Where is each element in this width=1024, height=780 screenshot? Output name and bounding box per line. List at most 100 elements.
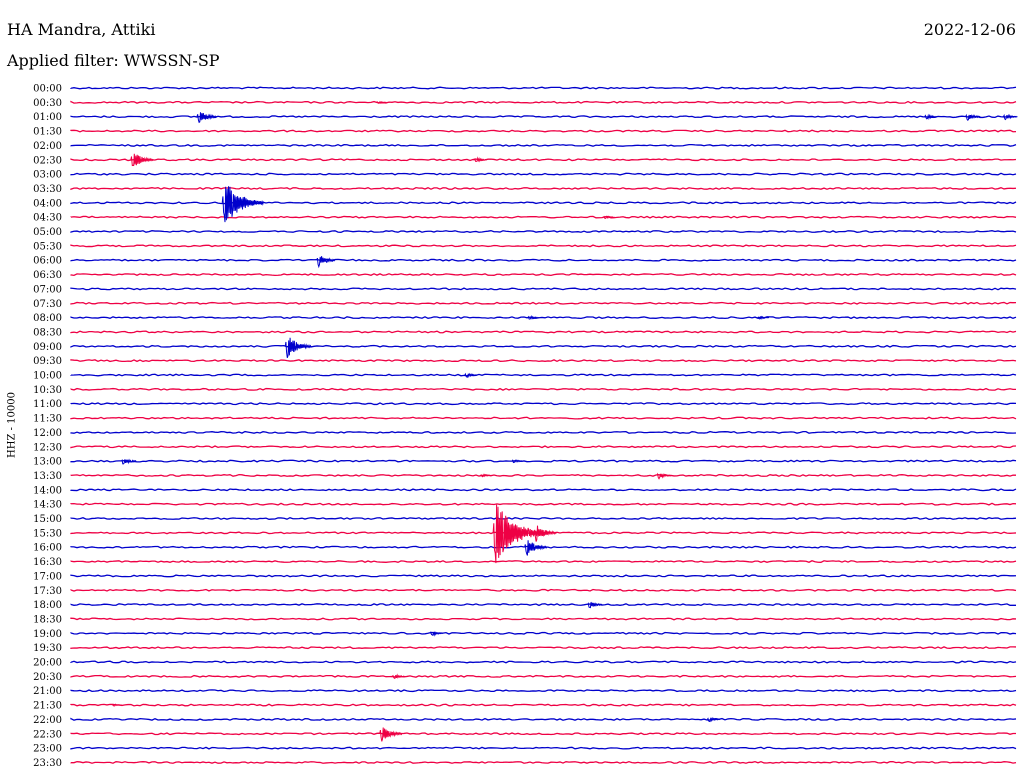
event-burst (656, 472, 672, 480)
trace-line (70, 86, 1017, 90)
event-burst (473, 156, 487, 163)
row-time-label: 17:30 (33, 586, 62, 597)
row-time-label: 13:00 (33, 457, 62, 468)
event-burst (706, 716, 721, 723)
row-time-label: 20:00 (33, 658, 62, 669)
row-time-label: 11:30 (33, 414, 62, 425)
event-burst (464, 372, 478, 379)
row-time-label: 03:30 (33, 184, 62, 195)
trace-line (70, 316, 1017, 320)
row-time-label: 06:00 (33, 256, 62, 267)
event-burst (376, 100, 387, 104)
trace-line (70, 115, 1017, 119)
station-title: HA Mandra, Attiki (7, 20, 156, 39)
row-time-label: 23:00 (33, 744, 62, 755)
trace-line (70, 416, 1017, 420)
event-burst (524, 540, 548, 556)
row-time-label: 00:00 (33, 84, 62, 95)
row-time-label: 10:00 (33, 371, 62, 382)
trace-line (70, 359, 1017, 363)
row-time-label: 21:30 (33, 701, 62, 712)
trace-line (70, 459, 1017, 463)
row-time-label: 17:00 (33, 571, 62, 582)
trace-line (70, 258, 1017, 262)
trace-line (70, 631, 1017, 635)
event-burst (130, 153, 154, 167)
trace-line (70, 473, 1017, 477)
trace-line (70, 574, 1017, 578)
event-burst (221, 186, 264, 223)
event-burst (511, 459, 524, 464)
trace-line (70, 588, 1017, 592)
row-time-label: 10:30 (33, 385, 62, 396)
event-burst (757, 315, 770, 320)
trace-line (70, 301, 1017, 305)
event-burst (121, 458, 137, 465)
trace-line (70, 717, 1017, 721)
row-time-label: 14:30 (33, 500, 62, 511)
event-burst (480, 473, 492, 478)
row-time-label: 06:30 (33, 270, 62, 281)
row-time-label: 16:30 (33, 557, 62, 568)
trace-line (70, 760, 1017, 764)
row-time-label: 05:00 (33, 227, 62, 238)
event-burst (379, 727, 403, 742)
trace-line (70, 100, 1017, 104)
row-time-label: 04:00 (33, 198, 62, 209)
row-time-label: 07:00 (33, 284, 62, 295)
event-burst (196, 112, 218, 124)
event-burst (1002, 113, 1018, 121)
row-time-label: 08:30 (33, 327, 62, 338)
trace-line (70, 244, 1017, 248)
trace-line (70, 158, 1017, 162)
row-time-label: 21:00 (33, 686, 62, 697)
trace-line (70, 746, 1017, 750)
row-time-label: 01:00 (33, 112, 62, 123)
row-time-label: 02:30 (33, 155, 62, 166)
row-time-label: 02:00 (33, 141, 62, 152)
row-time-label: 23:30 (33, 758, 62, 769)
row-time-label: 04:30 (33, 213, 62, 224)
event-burst (429, 630, 443, 637)
event-burst (316, 256, 336, 269)
trace-line (70, 689, 1017, 693)
filter-label: Applied filter: WWSSN-SP (7, 51, 220, 70)
row-time-label: 22:00 (33, 715, 62, 726)
row-time-label: 19:30 (33, 643, 62, 654)
trace-line (70, 402, 1017, 406)
row-time-label: 12:30 (33, 442, 62, 453)
trace-line (70, 674, 1017, 678)
event-burst (587, 601, 603, 609)
trace-line (70, 330, 1017, 334)
event-burst (284, 337, 312, 358)
row-time-label: 07:30 (33, 299, 62, 310)
row-time-label: 18:00 (33, 600, 62, 611)
event-burst (111, 703, 122, 707)
trace-line (70, 230, 1017, 233)
row-time-label: 00:30 (33, 98, 62, 109)
event-burst (965, 113, 981, 121)
date-label: 2022-12-06 (923, 20, 1016, 39)
trace-line (70, 430, 1017, 434)
event-burst (527, 315, 540, 320)
trace-line (70, 732, 1017, 736)
trace-line (70, 344, 1017, 348)
row-time-label: 01:30 (33, 127, 62, 138)
row-time-label: 11:00 (33, 399, 62, 410)
row-time-label: 03:00 (33, 170, 62, 181)
trace-line (70, 186, 1017, 191)
event-burst (602, 215, 615, 219)
row-time-label: 15:00 (33, 514, 62, 525)
event-burst (492, 504, 545, 564)
trace-line (70, 172, 1017, 176)
trace-line (70, 646, 1017, 650)
trace-line (70, 143, 1017, 147)
trace-line (70, 287, 1017, 291)
trace-line (70, 445, 1017, 449)
trace-line (70, 387, 1017, 391)
row-time-label: 09:00 (33, 342, 62, 353)
event-burst (533, 525, 557, 542)
row-time-label: 08:00 (33, 313, 62, 324)
row-time-label: 19:00 (33, 629, 62, 640)
